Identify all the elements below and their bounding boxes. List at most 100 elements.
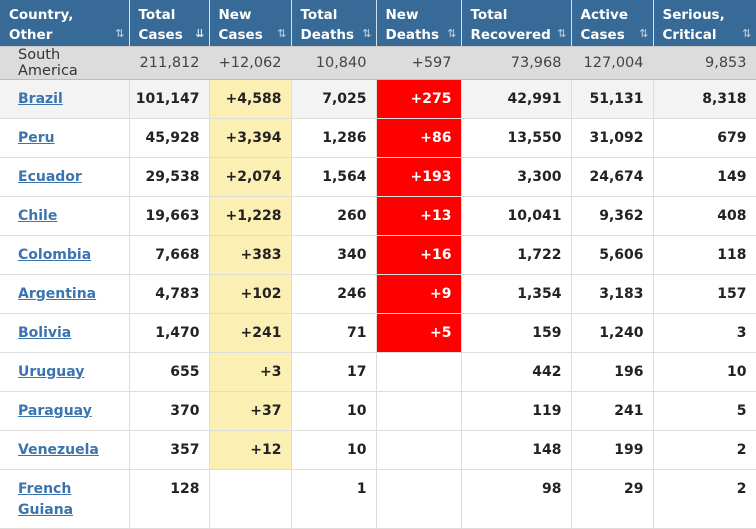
serious-cell: 149 xyxy=(653,157,756,197)
total-recovered-cell: 3,300 xyxy=(461,157,572,197)
country-link[interactable]: Colombia xyxy=(18,246,92,263)
active-cases-cell: 1,240 xyxy=(571,313,654,353)
sort-icon[interactable]: ⇅ xyxy=(115,27,124,40)
total-cases-cell: 655 xyxy=(129,352,210,392)
country-cell: Bolivia xyxy=(0,313,130,353)
country-link[interactable]: French Guiana xyxy=(18,480,74,518)
new-cases-cell: +2,074 xyxy=(209,157,292,197)
header-line2: Recovered xyxy=(470,27,551,43)
sort-icon[interactable]: ⇅ xyxy=(362,27,371,40)
total-recovered-cell: 98 xyxy=(461,469,572,529)
header-line1: Total xyxy=(138,7,176,23)
header-line2: Cases xyxy=(138,27,183,43)
sort-icon[interactable]: ⇊ xyxy=(195,27,204,40)
country-cell: Brazil xyxy=(0,79,130,119)
sort-icon[interactable]: ⇅ xyxy=(277,27,286,40)
header-total-recovered[interactable]: Total Recovered ⇅ xyxy=(461,0,572,47)
total-deaths-cell: 71 xyxy=(291,313,377,353)
header-country[interactable]: Country, Other ⇅ xyxy=(0,0,130,47)
region-name: South America xyxy=(0,46,130,80)
header-line2: Critical xyxy=(662,27,717,43)
serious-cell: 2 xyxy=(653,430,756,470)
total-deaths-cell: 1 xyxy=(291,469,377,529)
new-deaths-cell xyxy=(376,469,462,529)
country-cell: Colombia xyxy=(0,235,130,275)
total-cases-cell: 19,663 xyxy=(129,196,210,236)
country-link[interactable]: Brazil xyxy=(18,90,63,107)
new-deaths-cell: +9 xyxy=(376,274,462,314)
total-recovered-cell: 10,041 xyxy=(461,196,572,236)
country-link[interactable]: Venezuela xyxy=(18,441,99,458)
header-active-cases[interactable]: Active Cases ⇅ xyxy=(571,0,654,47)
total-recovered-cell: 1,354 xyxy=(461,274,572,314)
active-cases-cell: 199 xyxy=(571,430,654,470)
total-cases-cell: 101,147 xyxy=(129,79,210,119)
table-row: Chile 19,663 +1,228 260 +13 10,041 9,362 408 xyxy=(0,196,756,236)
header-total-cases[interactable]: Total Cases ⇊ xyxy=(129,0,210,47)
header-line2: Cases xyxy=(580,27,625,43)
region-active-cases: 127,004 xyxy=(571,46,654,80)
total-cases-cell: 357 xyxy=(129,430,210,470)
serious-cell: 2 xyxy=(653,469,756,529)
sort-icon[interactable]: ⇅ xyxy=(742,27,751,40)
country-cell: Peru xyxy=(0,118,130,158)
total-recovered-cell: 42,991 xyxy=(461,79,572,119)
country-link[interactable]: Uruguay xyxy=(18,363,85,380)
serious-cell: 5 xyxy=(653,391,756,431)
active-cases-cell: 196 xyxy=(571,352,654,392)
total-cases-cell: 370 xyxy=(129,391,210,431)
table-row: Paraguay 370 +37 10 119 241 5 xyxy=(0,391,756,431)
total-cases-cell: 128 xyxy=(129,469,210,529)
active-cases-cell: 29 xyxy=(571,469,654,529)
header-row: Country, Other ⇅ Total Cases ⇊ New Cases ⇅ Total D… xyxy=(0,0,756,47)
header-line2: Deaths xyxy=(300,27,355,43)
serious-cell: 8,318 xyxy=(653,79,756,119)
country-link[interactable]: Bolivia xyxy=(18,324,72,341)
total-cases-cell: 7,668 xyxy=(129,235,210,275)
new-deaths-cell xyxy=(376,391,462,431)
region-new-deaths: +597 xyxy=(376,46,462,80)
country-cell: Venezuela xyxy=(0,430,130,470)
country-cell: Ecuador xyxy=(0,157,130,197)
table-row: French Guiana 128 1 98 29 2 xyxy=(0,469,756,529)
header-new-cases[interactable]: New Cases ⇅ xyxy=(209,0,292,47)
serious-cell: 408 xyxy=(653,196,756,236)
serious-cell: 3 xyxy=(653,313,756,353)
country-cell: Chile xyxy=(0,196,130,236)
country-link[interactable]: Ecuador xyxy=(18,168,82,185)
total-deaths-cell: 17 xyxy=(291,352,377,392)
table-row: Argentina 4,783 +102 246 +9 1,354 3,183 157 xyxy=(0,274,756,314)
country-link[interactable]: Argentina xyxy=(18,285,97,302)
header-new-deaths[interactable]: New Deaths ⇅ xyxy=(376,0,462,47)
header-serious-critical[interactable]: Serious, Critical ⇅ xyxy=(653,0,756,47)
country-link[interactable]: Paraguay xyxy=(18,402,92,419)
total-deaths-cell: 246 xyxy=(291,274,377,314)
total-recovered-cell: 13,550 xyxy=(461,118,572,158)
total-cases-cell: 29,538 xyxy=(129,157,210,197)
total-recovered-cell: 1,722 xyxy=(461,235,572,275)
new-cases-cell: +383 xyxy=(209,235,292,275)
total-deaths-cell: 10 xyxy=(291,391,377,431)
sort-icon[interactable]: ⇅ xyxy=(557,27,566,40)
new-deaths-cell: +5 xyxy=(376,313,462,353)
region-serious: 9,853 xyxy=(653,46,756,80)
header-line1: Total xyxy=(300,7,338,23)
region-new-cases: +12,062 xyxy=(209,46,292,80)
total-recovered-cell: 442 xyxy=(461,352,572,392)
new-deaths-cell: +275 xyxy=(376,79,462,119)
header-total-deaths[interactable]: Total Deaths ⇅ xyxy=(291,0,377,47)
active-cases-cell: 241 xyxy=(571,391,654,431)
country-link[interactable]: Peru xyxy=(18,129,55,146)
total-deaths-cell: 7,025 xyxy=(291,79,377,119)
new-cases-cell: +3 xyxy=(209,352,292,392)
sort-icon[interactable]: ⇅ xyxy=(447,27,456,40)
active-cases-cell: 24,674 xyxy=(571,157,654,197)
sort-icon[interactable]: ⇅ xyxy=(639,27,648,40)
country-cell: French Guiana xyxy=(0,469,130,529)
new-cases-cell: +3,394 xyxy=(209,118,292,158)
table-row: Colombia 7,668 +383 340 +16 1,722 5,606 118 xyxy=(0,235,756,275)
country-link[interactable]: Chile xyxy=(18,207,58,224)
total-recovered-cell: 119 xyxy=(461,391,572,431)
active-cases-cell: 3,183 xyxy=(571,274,654,314)
header-line2: Other xyxy=(9,27,53,43)
